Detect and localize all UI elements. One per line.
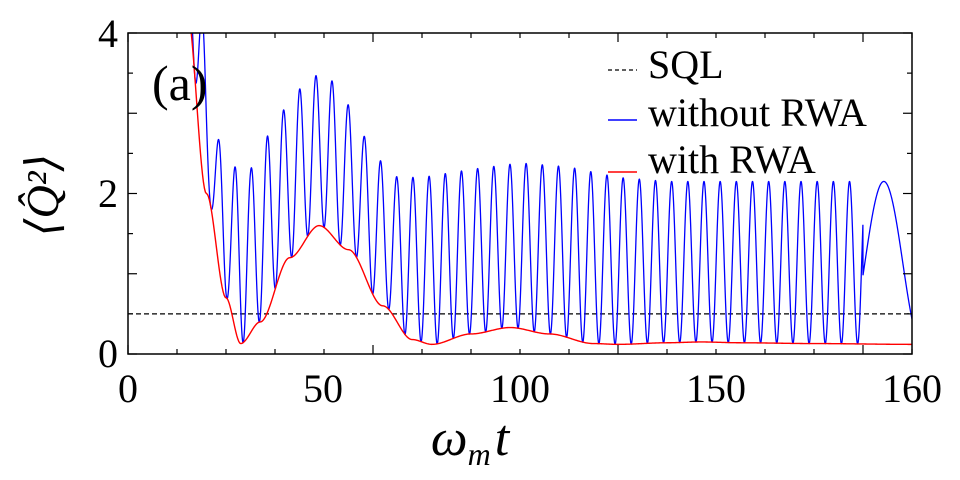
plot-area (127, 32, 913, 355)
x-tick-label-100: 100 (490, 366, 550, 411)
without-rwa-line (191, 33, 912, 346)
with-rwa-line (190, 33, 912, 346)
y-tick-label-2: 2 (98, 171, 118, 216)
x-tick-labels: 0 50 100 150 160 (118, 366, 942, 411)
y-tick-labels: 0 2 4 (98, 11, 118, 376)
x-tick-label-150: 150 (686, 366, 746, 411)
legend-label-with-rwa: with RWA (648, 137, 816, 182)
ticks (127, 32, 913, 355)
y-tick-label-0: 0 (98, 331, 118, 376)
x-tick-label-0: 0 (118, 366, 138, 411)
legend: SQL without RWA with RWA (608, 42, 867, 182)
panel-label: (a) (152, 55, 208, 111)
legend-label-sql: SQL (648, 42, 724, 87)
x-axis-label: ωmt (431, 410, 511, 472)
legend-label-without-rwa: without RWA (648, 90, 867, 135)
x-tick-label-160: 160 (882, 366, 942, 411)
y-tick-label-4: 4 (98, 11, 118, 56)
x-tick-label-50: 50 (303, 366, 343, 411)
y-axis-label: ⟨Q̂²⟩ (17, 154, 68, 237)
